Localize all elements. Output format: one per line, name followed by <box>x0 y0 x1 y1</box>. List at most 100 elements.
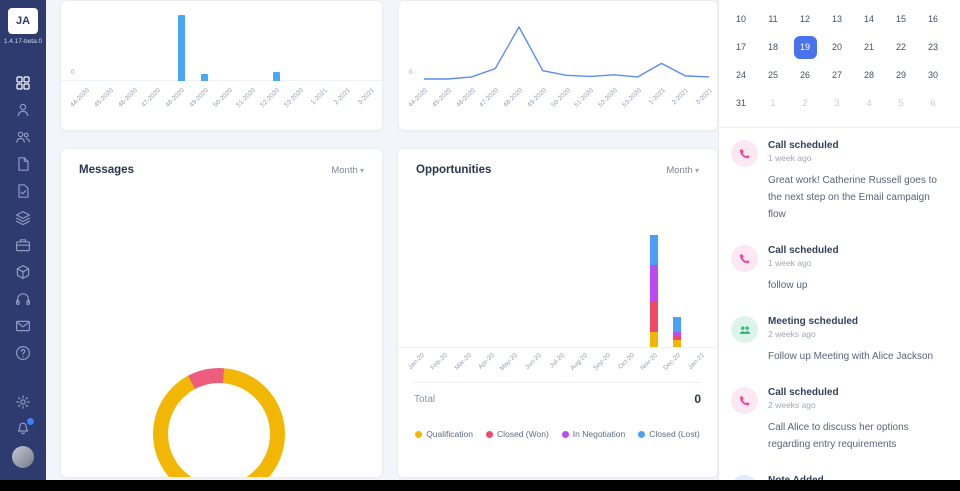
activity-item[interactable]: Call scheduled 2 weeks ago Call Alice to d… <box>731 387 946 453</box>
x-axis-label: Sep-20 <box>592 352 613 372</box>
settings-gear-icon[interactable] <box>15 394 31 410</box>
note-icon <box>731 475 758 480</box>
calendar-day[interactable]: 27 <box>831 69 842 80</box>
x-axis-label: 50-2020 <box>549 87 572 109</box>
activity-body: follow up <box>768 280 808 291</box>
calendar-day[interactable]: 31 <box>735 97 746 108</box>
sidebar: JA 1.4.17-beta.0 <box>0 0 46 480</box>
sidebar-headset-icon[interactable] <box>15 291 31 307</box>
calendar-day[interactable]: 15 <box>895 13 906 24</box>
messages-period-dropdown[interactable]: Month <box>331 165 364 176</box>
x-axis-label: Jun-20 <box>523 352 543 372</box>
calendar-day[interactable]: 17 <box>735 41 746 52</box>
phone-icon <box>731 140 758 167</box>
total-label: Total <box>414 393 436 405</box>
legend-dot <box>638 430 646 438</box>
calendar-day[interactable]: 16 <box>927 13 938 24</box>
calendar-day[interactable]: 11 <box>768 13 778 24</box>
calendar-day[interactable]: 20 <box>831 41 842 52</box>
sidebar-document-check-icon[interactable] <box>15 183 31 199</box>
app-logo[interactable]: JA <box>8 8 38 34</box>
activity-item[interactable]: Call scheduled 1 week ago Great work! Cath… <box>731 140 946 223</box>
user-avatar[interactable] <box>12 446 34 468</box>
stacked-bar-segment <box>673 339 682 347</box>
activity-time: 1 week ago <box>768 153 812 163</box>
activity-item[interactable]: Meeting scheduled 2 weeks ago Follow up Me… <box>731 316 946 365</box>
messages-donut-chart <box>153 368 285 477</box>
weekly-line-plot <box>399 1 717 81</box>
calendar-day[interactable]: 29 <box>895 69 906 80</box>
activity-item[interactable]: Note Added2 weeks ago <box>731 475 946 480</box>
calendar-day[interactable]: 13 <box>831 13 842 24</box>
legend-dot <box>561 430 569 438</box>
activity-time: 2 weeks ago <box>768 400 816 410</box>
activity-item[interactable]: Call scheduled 1 week ago follow up <box>731 245 946 294</box>
sidebar-mail-icon[interactable] <box>15 318 31 334</box>
bar <box>272 71 280 81</box>
sidebar-document-icon[interactable] <box>15 156 31 172</box>
calendar-day[interactable]: 2 <box>802 97 808 108</box>
x-axis-label: Jan-21 <box>686 352 706 372</box>
activity-title: Call scheduled <box>768 245 839 256</box>
x-axis-label: Oct-20 <box>616 352 636 371</box>
calendar-day[interactable]: 5 <box>898 97 904 108</box>
legend-item: Closed (Won) <box>485 429 549 439</box>
calendar-day[interactable]: 21 <box>863 41 874 52</box>
calendar-day[interactable]: 24 <box>735 69 746 80</box>
calendar-day[interactable]: 25 <box>767 69 778 80</box>
app-version: 1.4.17-beta.0 <box>3 38 43 45</box>
calendar-day[interactable]: 10 <box>735 13 746 24</box>
legend-dot <box>485 430 493 438</box>
sidebar-nav <box>15 75 31 361</box>
x-axis-label: 50-2020 <box>211 87 234 109</box>
notifications-bell-icon[interactable] <box>15 417 35 436</box>
sidebar-layers-icon[interactable] <box>15 210 31 226</box>
x-axis-label: Jan-20 <box>406 352 426 372</box>
calendar-day[interactable]: 30 <box>927 69 938 80</box>
phone-icon <box>731 387 758 414</box>
sidebar-briefcase-icon[interactable] <box>15 237 31 253</box>
sidebar-bottom <box>12 394 35 480</box>
calendar-day[interactable]: 19 <box>793 35 817 59</box>
total-value: 0 <box>694 392 701 406</box>
x-axis-label: 47-2020 <box>478 87 501 109</box>
calendar-day[interactable]: 1 <box>770 97 776 108</box>
x-axis-label: 45-2020 <box>430 87 453 109</box>
x-axis-label: 48-2020 <box>164 87 186 109</box>
opportunities-period-dropdown[interactable]: Month <box>666 165 699 176</box>
calendar-day[interactable]: 6 <box>930 97 936 108</box>
sidebar-user-icon[interactable] <box>15 102 31 118</box>
x-axis-label: 49-2020 <box>525 87 548 109</box>
calendar-day[interactable]: 23 <box>927 41 938 52</box>
sidebar-package-icon[interactable] <box>15 264 31 280</box>
x-axis-label: 51-2020 <box>235 87 258 109</box>
main-content: 0 44-2020 45-2020 46-2020 47-2020 48-2020 49-… <box>46 0 718 480</box>
sidebar-help-icon[interactable] <box>15 345 31 361</box>
calendar-day[interactable]: 4 <box>866 97 872 108</box>
calendar-day[interactable]: 18 <box>767 41 778 52</box>
legend-item: Qualification <box>415 429 473 439</box>
opportunities-legend: Qualification Closed (Won) In Negotiation C… <box>398 429 717 439</box>
x-axis-label: 2-2021 <box>670 87 691 107</box>
weekly-bar-plot <box>61 1 382 81</box>
x-axis-label: 1-2021 <box>309 87 329 107</box>
calendar-day[interactable]: 26 <box>799 69 810 80</box>
activity-title: Call scheduled <box>768 387 839 398</box>
x-axis-label: 44-2020 <box>69 87 91 109</box>
calendar-day[interactable]: 28 <box>863 69 874 80</box>
x-axis-label: Nov-20 <box>639 352 659 372</box>
sidebar-dashboard-icon[interactable] <box>15 75 31 91</box>
sidebar-users-icon[interactable] <box>15 129 31 145</box>
activity-title: Call scheduled <box>768 140 839 151</box>
x-axis-label: Feb-20 <box>429 352 450 372</box>
divider <box>414 382 701 383</box>
bar <box>177 15 185 81</box>
calendar-day[interactable]: 22 <box>895 41 906 52</box>
phone-icon <box>731 245 758 272</box>
calendar-day[interactable]: 3 <box>834 97 840 108</box>
x-axis-label: 46-2020 <box>454 87 477 109</box>
x-axis-label: 52-2020 <box>597 87 619 109</box>
calendar-day[interactable]: 14 <box>863 13 874 24</box>
calendar-day[interactable]: 12 <box>799 13 810 24</box>
bell-icon <box>15 420 31 436</box>
